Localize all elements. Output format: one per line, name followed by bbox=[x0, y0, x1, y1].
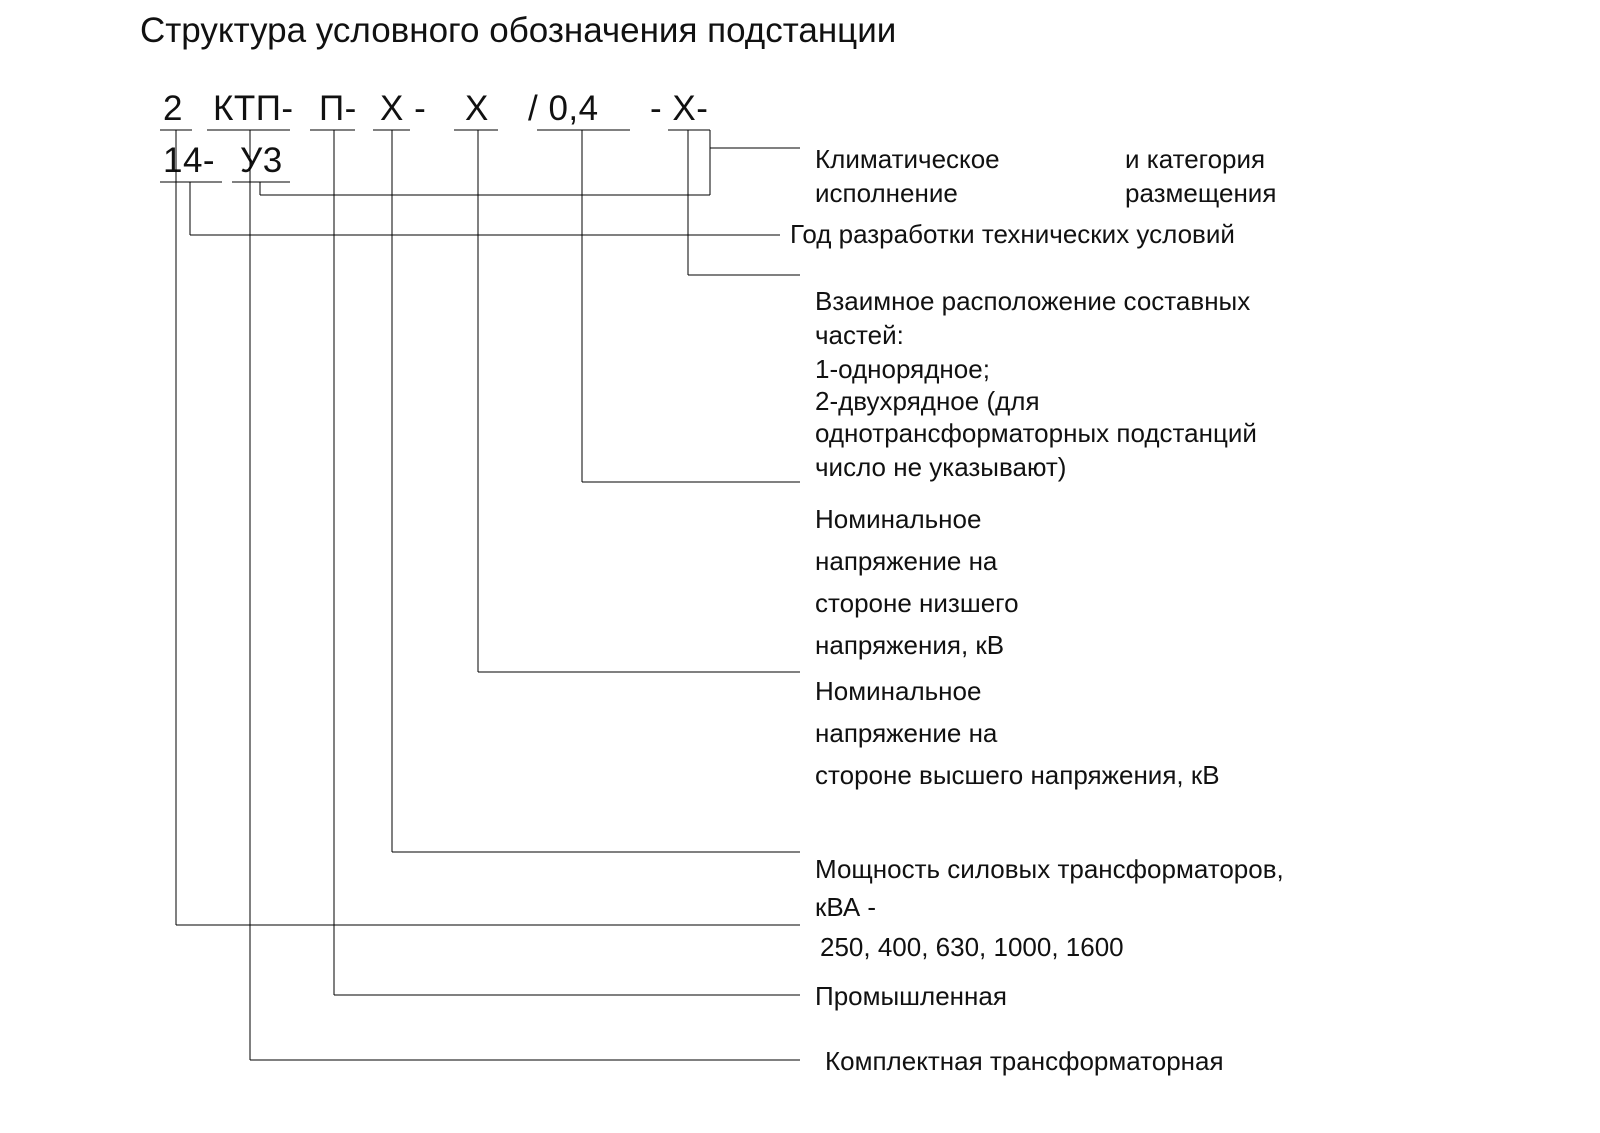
desc-lowv-l1: Номинальное bbox=[815, 504, 981, 534]
desc-power-l1: Мощность силовых трансформаторов, bbox=[815, 854, 1284, 884]
desc-power-l3: 250, 400, 630, 1000, 1600 bbox=[820, 932, 1124, 962]
designation-structure-diagram: Структура условного обозначения подстанц… bbox=[0, 0, 1600, 1133]
desc-arr-l4: 2-двухрядное (для bbox=[815, 386, 1040, 416]
code-u3: У3 bbox=[240, 141, 283, 180]
desc-arr-l3: 1-однорядное; bbox=[815, 354, 990, 384]
desc-lowv-l3: стороне низшего bbox=[815, 588, 1019, 618]
bracket-industrial bbox=[334, 130, 800, 995]
desc-climate-2a: исполнение bbox=[815, 178, 958, 208]
code-line-1: 2 КТП- П- Х - Х / 0,4 - Х- bbox=[163, 89, 708, 128]
code-x3: - Х- bbox=[650, 89, 708, 128]
code-04: / 0,4 bbox=[528, 89, 599, 128]
code-2: 2 bbox=[163, 89, 183, 128]
desc-climate-2b: размещения bbox=[1125, 178, 1276, 208]
bracket-arrangement bbox=[688, 130, 800, 275]
code-14: 14- bbox=[163, 141, 215, 180]
desc-arr-l1: Взаимное расположение составных bbox=[815, 286, 1250, 316]
desc-year: Год разработки технических условий bbox=[790, 219, 1235, 249]
bracket-low-voltage bbox=[582, 130, 800, 482]
bracket-year bbox=[190, 182, 780, 235]
desc-arr-l6: число не указывают) bbox=[815, 452, 1066, 482]
desc-power-l2: кВА - bbox=[815, 892, 876, 922]
bracket-high-voltage bbox=[478, 130, 800, 672]
desc-highv-l3: стороне высшего напряжения, кВ bbox=[815, 760, 1220, 790]
bracket-count-2 bbox=[176, 130, 800, 925]
desc-industrial: Промышленная bbox=[815, 981, 1007, 1011]
desc-arr-l2: частей: bbox=[815, 320, 904, 350]
diagram-title: Структура условного обозначения подстанц… bbox=[140, 11, 896, 50]
code-ktp: КТП- bbox=[213, 89, 294, 128]
code-x2: Х bbox=[465, 89, 489, 128]
desc-climate-1a: Климатическое bbox=[815, 144, 1000, 174]
code-x1: Х - bbox=[380, 89, 426, 128]
desc-highv-l2: напряжение на bbox=[815, 718, 998, 748]
bracket-power bbox=[392, 130, 800, 852]
code-line-2: 14- У3 bbox=[163, 141, 283, 180]
desc-climate-1b: и категория bbox=[1125, 144, 1265, 174]
desc-lowv-l2: напряжение на bbox=[815, 546, 998, 576]
desc-complete: Комплектная трансформаторная bbox=[825, 1046, 1224, 1076]
bracket-complete bbox=[250, 130, 800, 1060]
desc-lowv-l4: напряжения, кВ bbox=[815, 630, 1004, 660]
code-p: П- bbox=[319, 89, 357, 128]
desc-highv-l1: Номинальное bbox=[815, 676, 981, 706]
bracket-climate bbox=[260, 130, 800, 195]
desc-arr-l5: однотрансформаторных подстанций bbox=[815, 418, 1257, 448]
